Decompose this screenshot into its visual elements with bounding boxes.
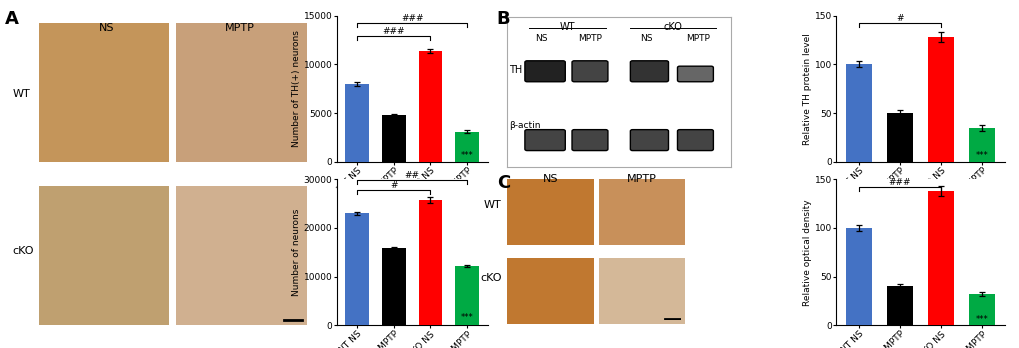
Text: ***: *** — [461, 151, 473, 160]
Bar — [927, 191, 954, 325]
Bar — [381, 115, 406, 162]
Text: ###: ### — [400, 15, 423, 23]
FancyBboxPatch shape — [525, 61, 565, 82]
Text: #: # — [389, 181, 397, 190]
Text: TH: TH — [508, 65, 522, 75]
Bar — [381, 248, 406, 325]
Text: cKO: cKO — [663, 22, 682, 32]
Text: ###: ### — [382, 27, 405, 36]
Text: ##: ## — [405, 171, 419, 180]
FancyBboxPatch shape — [572, 61, 607, 82]
Text: ***: *** — [975, 151, 987, 160]
FancyBboxPatch shape — [677, 129, 712, 151]
FancyBboxPatch shape — [677, 66, 712, 82]
Text: WT: WT — [484, 200, 501, 210]
Y-axis label: Relative optical density: Relative optical density — [802, 199, 811, 306]
Text: #: # — [896, 15, 903, 23]
Text: ***: *** — [387, 150, 399, 159]
Text: β-actin: β-actin — [508, 121, 540, 130]
Bar — [344, 84, 369, 162]
Text: cKO: cKO — [12, 246, 34, 255]
Bar — [845, 64, 871, 162]
Text: ***: *** — [893, 315, 906, 323]
Text: ***: *** — [461, 314, 473, 322]
Bar — [845, 228, 871, 325]
Text: MPTP: MPTP — [224, 23, 255, 33]
Y-axis label: Number of neurons: Number of neurons — [291, 208, 301, 296]
Bar — [927, 37, 954, 162]
Text: B: B — [496, 10, 510, 29]
Text: ***: *** — [387, 313, 399, 322]
Bar — [886, 113, 912, 162]
Bar — [344, 213, 369, 325]
Text: ***: *** — [975, 315, 987, 324]
Y-axis label: Relative TH protein level: Relative TH protein level — [802, 33, 811, 145]
Text: C: C — [496, 174, 510, 192]
Text: NS: NS — [639, 34, 652, 43]
Text: WT: WT — [559, 22, 575, 32]
Bar — [968, 294, 995, 325]
Bar — [886, 286, 912, 325]
Bar — [418, 200, 442, 325]
Text: ###: ### — [888, 178, 910, 187]
Text: NS: NS — [99, 23, 115, 33]
Bar — [968, 128, 995, 162]
FancyBboxPatch shape — [572, 129, 607, 151]
Text: NS: NS — [535, 34, 547, 43]
Text: MPTP: MPTP — [578, 34, 601, 43]
Text: ***: *** — [893, 150, 906, 159]
Y-axis label: Number of TH(+) neurons: Number of TH(+) neurons — [291, 30, 301, 147]
Text: cKO: cKO — [480, 274, 501, 283]
Text: WT: WT — [12, 89, 30, 99]
Text: NS: NS — [542, 174, 557, 184]
Text: MPTP: MPTP — [685, 34, 709, 43]
Bar — [454, 132, 479, 162]
FancyBboxPatch shape — [630, 61, 667, 82]
FancyBboxPatch shape — [630, 129, 667, 151]
Bar — [454, 266, 479, 325]
FancyBboxPatch shape — [525, 129, 565, 151]
Bar — [418, 51, 442, 162]
Text: A: A — [5, 10, 19, 29]
Text: MPTP: MPTP — [627, 174, 656, 184]
